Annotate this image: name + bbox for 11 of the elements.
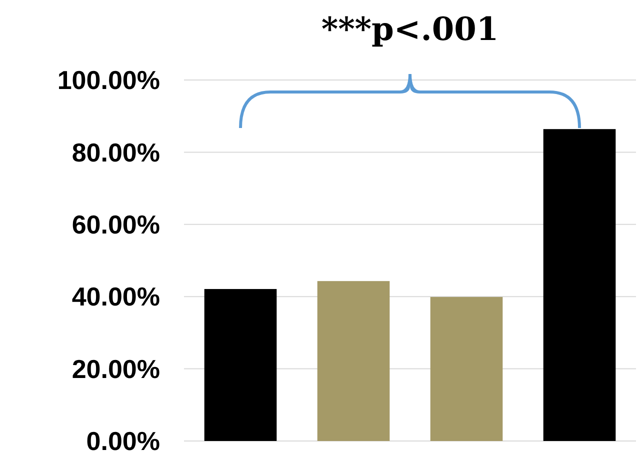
y-tick-label: 40.00%	[72, 282, 160, 312]
y-tick-label: 20.00%	[72, 354, 160, 384]
bar	[430, 296, 503, 441]
bar	[317, 281, 390, 441]
y-tick-label: 100.00%	[57, 65, 160, 96]
y-tick-label: 0.00%	[86, 426, 160, 456]
bar	[543, 129, 616, 441]
text: ***p<.001	[321, 10, 499, 48]
y-tick-label: 80.00%	[72, 137, 160, 168]
bar	[204, 289, 277, 441]
y-tick-label: 60.00%	[72, 210, 160, 240]
